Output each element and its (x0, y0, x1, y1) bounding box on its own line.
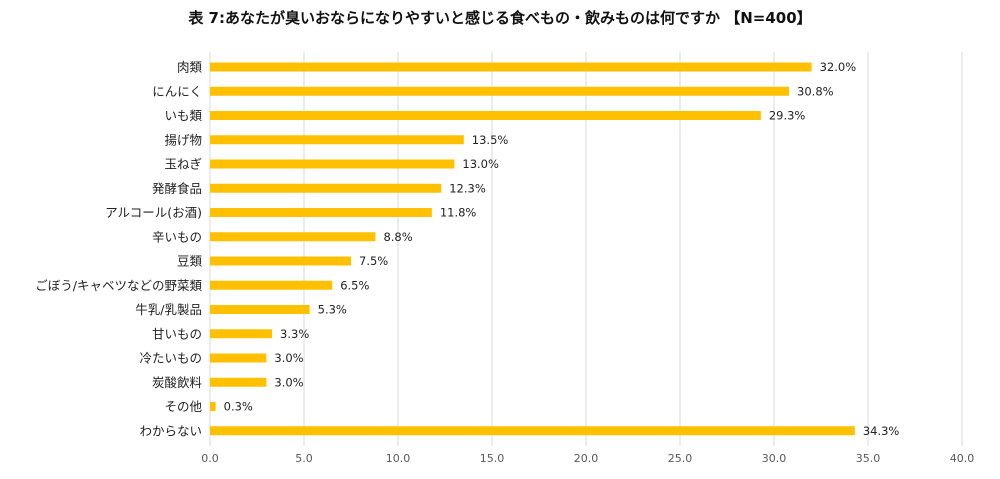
category-label: その他 (164, 399, 202, 414)
bar (210, 329, 273, 339)
x-axis-ticks: 0.0 5.0 10.0 15.0 20.0 25.0 30.0 35.0 40.0 (201, 452, 974, 465)
bar (210, 280, 333, 290)
data-label: 13.0% (462, 157, 499, 171)
category-label: 牛乳/乳製品 (135, 302, 202, 317)
bar (210, 426, 855, 436)
bar (210, 353, 267, 363)
category-label: 玉ねぎ (164, 157, 202, 172)
category-label: 辛いもの (152, 229, 202, 244)
bar (210, 402, 216, 411)
x-tick-label: 20.0 (574, 452, 599, 465)
bar (210, 111, 761, 120)
bars (210, 62, 855, 436)
category-label: 肉類 (177, 60, 203, 75)
category-label: にんにく (152, 84, 202, 99)
data-label: 11.8% (440, 206, 477, 220)
data-label: 0.3% (224, 400, 253, 414)
data-label: 3.3% (280, 327, 309, 341)
data-label: 3.0% (274, 351, 303, 365)
bar (210, 377, 267, 387)
bar (210, 183, 442, 193)
category-label: 発酵食品 (152, 181, 202, 196)
data-label: 7.5% (359, 254, 388, 268)
x-tick-label: 35.0 (856, 452, 881, 465)
category-label: 炭酸飲料 (152, 375, 203, 390)
data-labels: 32.0% 30.8% 29.3% 13.5% 13.0% 12.3% 11.8% 8.8% 7… (224, 60, 900, 438)
category-label: わからない (139, 423, 202, 438)
category-label: 豆類 (177, 254, 203, 269)
data-label: 32.0% (820, 60, 857, 74)
category-label: ごぼう/キャベツなどの野菜類 (35, 278, 202, 293)
category-label: アルコール(お酒) (105, 205, 202, 220)
category-label: いも類 (164, 108, 202, 123)
x-tick-label: 15.0 (480, 452, 505, 465)
bar (210, 86, 790, 96)
x-tick-label: 40.0 (950, 452, 975, 465)
bar (210, 305, 310, 314)
x-tick-label: 5.0 (295, 452, 313, 465)
x-tick-label: 10.0 (386, 452, 411, 465)
bar (210, 208, 432, 217)
data-label: 13.5% (472, 133, 509, 147)
data-label: 12.3% (449, 181, 486, 195)
data-label: 8.8% (383, 230, 412, 244)
data-label: 34.3% (863, 424, 900, 438)
category-label: 揚げ物 (164, 132, 202, 147)
category-label: 冷たいもの (139, 351, 202, 366)
x-tick-label: 30.0 (762, 452, 787, 465)
chart-title: 表 7:あなたが臭いおならになりやすいと感じる食べもの・飲みものは何ですか 【N… (188, 9, 811, 27)
bar (210, 135, 464, 145)
data-label: 6.5% (340, 278, 369, 292)
bar (210, 256, 351, 266)
data-label: 5.3% (318, 303, 347, 317)
data-label: 3.0% (274, 375, 303, 389)
bar (210, 159, 455, 169)
category-label: 甘いもの (152, 326, 202, 341)
bar (210, 62, 812, 72)
data-label: 29.3% (769, 109, 806, 123)
x-tick-label: 25.0 (668, 452, 693, 465)
x-tick-label: 0.0 (201, 452, 219, 465)
bar (210, 232, 376, 242)
data-label: 30.8% (797, 84, 834, 98)
